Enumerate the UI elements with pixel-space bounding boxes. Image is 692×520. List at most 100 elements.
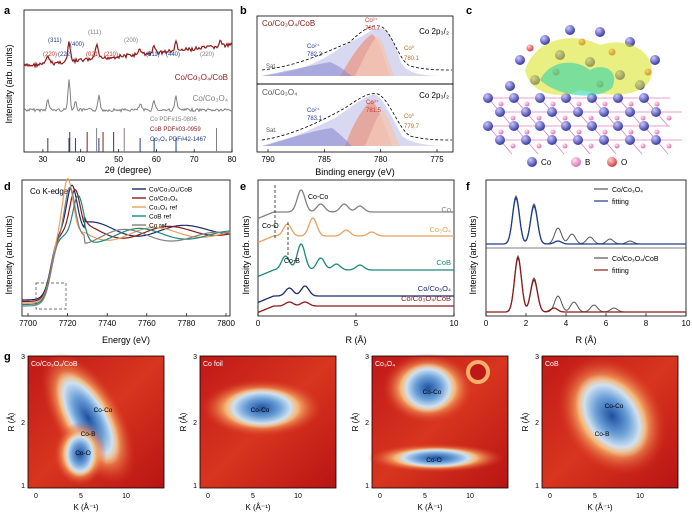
panel-a-legend-1: Co/Co₃O₄/CoB (175, 73, 228, 82)
b-atom (654, 129, 660, 135)
b-atom (602, 129, 608, 135)
x-tick-label: 5 (423, 493, 427, 500)
co-atom (483, 121, 493, 131)
legend-b-sphere (571, 157, 581, 167)
x-tick-label: 0 (256, 319, 261, 328)
x-tick-label: 0 (206, 493, 210, 500)
map-xlabel: K (Å⁻¹) (587, 503, 612, 512)
peak-label: (111) (88, 30, 101, 36)
panel-f: f Intensity (arb. units) Co/Co₃O₄ fittin… (466, 179, 691, 345)
co-atom (651, 135, 661, 145)
panel-b-bottom-frame (256, 83, 454, 153)
series-label: Co/Co₃O₄ (418, 284, 451, 293)
ft-exafs-curve (257, 217, 454, 244)
map-ylabel: R (Å) (179, 412, 188, 431)
x-tick-label: 2 (524, 319, 529, 328)
peak-value: 783.1 (307, 116, 323, 122)
co-atom (509, 93, 519, 103)
y-tick-label: 3 (365, 354, 369, 361)
panel-b-peak-annotations: Co³⁺ 780.7 Co²⁺ 782.2 Co⁰ 780.1 Sat. Co³… (266, 17, 420, 134)
b-atom (498, 101, 504, 107)
map-label: Co-Co (94, 407, 113, 414)
panel-a-letter: a (4, 5, 11, 17)
panel-a-reference-lines (47, 128, 217, 152)
x-tick-label: 70 (190, 155, 199, 164)
legend-label: Co/Co₃O₄/CoB (149, 187, 192, 194)
x-tick-label: 7780 (178, 319, 196, 328)
b-atom (524, 129, 530, 135)
panel-e-xticks: 0 5 10 (256, 313, 459, 328)
map-intensity-blob (63, 431, 97, 477)
panel-a-peak-labels: (311) (222) (220) (111) (400) (021) (210… (43, 30, 214, 58)
co-atom (495, 107, 505, 117)
peak-label: (311) (48, 38, 62, 44)
co-atom (483, 93, 493, 103)
panel-b-xlabel: Binding energy (eV) (315, 167, 395, 177)
x-tick-label: 5 (593, 493, 597, 500)
map-intensity-blob (223, 387, 301, 429)
panel-d: d Intensity (arb. units) Co K-edge Co/Co… (4, 177, 235, 345)
co-atom (625, 107, 635, 117)
b-atom (666, 143, 672, 149)
map-label: Co-O (426, 457, 442, 464)
xanes-curve (22, 194, 231, 306)
y-tick-label: 1 (365, 483, 369, 490)
x-tick-label: 30 (38, 155, 47, 164)
b-atom (524, 101, 530, 107)
x-tick-label: 10 (466, 493, 474, 500)
co-atom (595, 27, 605, 37)
panel-a-xticks: 30 40 50 60 70 80 (38, 149, 237, 164)
y-tick-label: 2 (365, 420, 369, 427)
panel-e-curves (257, 189, 454, 314)
x-tick-label: 40 (76, 155, 85, 164)
x-tick-label: 50 (114, 155, 123, 164)
co-atom (515, 55, 525, 65)
co-atom (565, 25, 575, 35)
panel-f-ylabel: Intensity (arb. units) (468, 215, 478, 294)
peak-value: 780.1 (404, 56, 420, 62)
co-atom (505, 81, 515, 91)
co-atom (587, 93, 597, 103)
panel-c: c Co B O (466, 5, 682, 167)
panel-f-xticks: 0 2 4 6 8 10 (484, 313, 691, 328)
map-xlabel: K (Å⁻¹) (245, 503, 270, 512)
map-intensity-blob (575, 374, 649, 458)
y-tick-label: 1 (535, 483, 539, 490)
panel-e-xlabel: R (Å) (346, 335, 367, 345)
wavelet-map: Co foil Co-Co R (Å) 1 2 3 0 5 10 K (Å⁻¹) (179, 354, 337, 512)
peak-value: 779.7 (404, 124, 420, 130)
panel-d-ylabel: Intensity (arb. units) (4, 215, 14, 294)
co-atom (547, 135, 557, 145)
y-tick-label: 1 (193, 483, 197, 490)
panel-b-bottom-co0-peak (365, 110, 400, 146)
peak-value: 780.7 (365, 26, 381, 32)
b-atom (640, 115, 646, 121)
x-tick-label: 790 (261, 155, 275, 164)
b-atom (576, 129, 582, 135)
map-ylabel: R (Å) (7, 412, 16, 431)
legend-o-label: O (621, 158, 627, 167)
panel-a-series-2 (23, 79, 233, 113)
b-atom (562, 143, 568, 149)
ft-exafs-curve (257, 189, 454, 220)
panel-b-top-label: Co/Co₃O₄/CoB (262, 19, 315, 28)
co-atom (625, 135, 635, 145)
legend-co-sphere (527, 157, 537, 167)
b-atom (602, 101, 608, 107)
x-tick-label: 775 (430, 155, 444, 164)
map-frame (371, 355, 509, 489)
b-atom (510, 143, 516, 149)
co-atom (561, 121, 571, 131)
panel-f-xlabel: R (Å) (576, 335, 597, 345)
co-atom (651, 107, 661, 117)
panel-f-legend-4: fitting (612, 268, 629, 275)
x-tick-label: 10 (682, 319, 691, 328)
panel-e-ylabel: Intensity (arb. units) (241, 215, 251, 294)
x-tick-label: 10 (294, 493, 302, 500)
peak-label: (400) (70, 42, 84, 48)
legend-co-label: Co (541, 158, 552, 167)
peak-label: (222) (58, 52, 72, 58)
